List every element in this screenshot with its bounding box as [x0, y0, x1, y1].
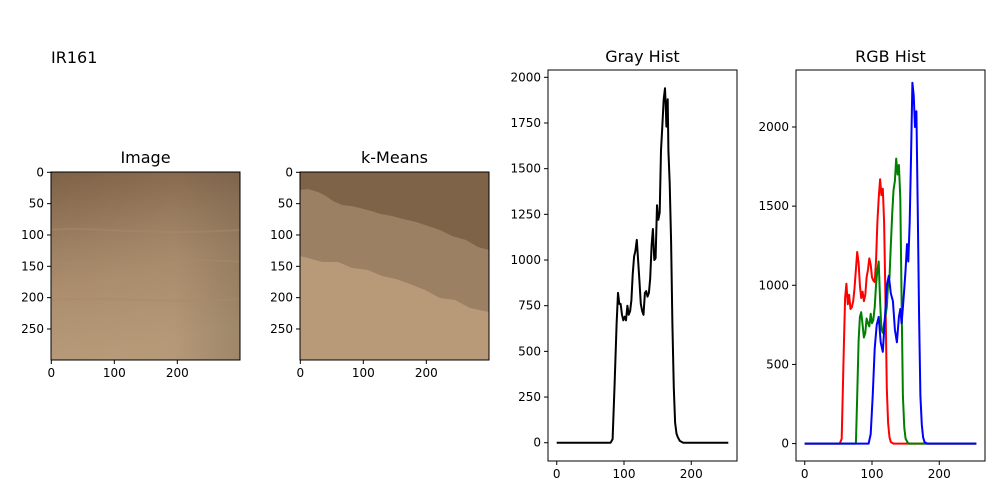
y-tick-label: 50	[278, 197, 293, 211]
kmeans-title: k-Means	[361, 148, 428, 167]
rgb-hist-title: RGB Hist	[855, 47, 926, 66]
x-tick-label: 100	[613, 467, 636, 481]
y-tick-label: 100	[21, 228, 44, 242]
rgb-hist-series	[804, 81, 977, 445]
y-tick-label: 750	[518, 299, 541, 313]
y-tick-label: 1500	[510, 162, 541, 176]
y-tick-label: 500	[518, 344, 541, 358]
x-tick-label: 200	[415, 366, 438, 380]
x-tick-label: 100	[352, 366, 375, 380]
y-tick-label: 250	[518, 390, 541, 404]
y-tick-label: 2000	[758, 120, 789, 134]
y-tick-label: 0	[285, 165, 293, 179]
gray-hist-frame	[547, 69, 738, 462]
gray-hist-title: Gray Hist	[605, 47, 679, 66]
y-tick-label: 1750	[510, 116, 541, 130]
y-tick-label: 150	[21, 259, 44, 273]
y-tick-label: 200	[21, 291, 44, 305]
image-texture	[50, 228, 241, 302]
y-tick-label: 0	[36, 165, 44, 179]
y-tick-label: 200	[270, 291, 293, 305]
y-tick-label: 0	[781, 437, 789, 451]
x-tick-label: 0	[296, 366, 304, 380]
y-tick-label: 2000	[510, 70, 541, 84]
y-tick-label: 50	[29, 197, 44, 211]
y-tick-label: 1250	[510, 207, 541, 221]
y-tick-label: 0	[533, 436, 541, 450]
x-tick-label: 100	[861, 467, 884, 481]
image-shade	[51, 172, 240, 360]
x-tick-label: 200	[166, 366, 189, 380]
kmeans-panel: k-Means 0 100 200 0 50 100 150 200 250	[270, 148, 490, 380]
x-tick-label: 0	[47, 366, 55, 380]
rgb-hist-frame	[795, 69, 986, 462]
figure-label: IR161	[51, 48, 98, 67]
kmeans-ticks: 0 100 200 0 50 100 150 200 250	[270, 165, 438, 380]
y-tick-label: 1500	[758, 199, 789, 213]
image-title: Image	[120, 148, 170, 167]
x-tick-label: 200	[680, 467, 703, 481]
series-line	[556, 87, 729, 444]
y-tick-label: 250	[270, 322, 293, 336]
image-panel: Image 0 100 200 0 50 100 150 200 250	[21, 148, 241, 380]
gray-hist-series	[556, 87, 729, 444]
series-line	[804, 157, 977, 445]
y-tick-label: 1000	[510, 253, 541, 267]
kmeans-cluster-dark	[300, 172, 489, 250]
series-line	[804, 178, 977, 445]
y-tick-label: 500	[766, 357, 789, 371]
y-tick-label: 100	[270, 228, 293, 242]
x-tick-label: 200	[928, 467, 951, 481]
series-line	[804, 81, 977, 445]
x-tick-label: 0	[801, 467, 809, 481]
y-tick-label: 150	[270, 259, 293, 273]
y-tick-label: 1000	[758, 278, 789, 292]
y-tick-label: 250	[21, 322, 44, 336]
image-ticks: 0 100 200 0 50 100 150 200 250	[21, 165, 189, 380]
x-tick-label: 100	[103, 366, 126, 380]
x-tick-label: 0	[553, 467, 561, 481]
